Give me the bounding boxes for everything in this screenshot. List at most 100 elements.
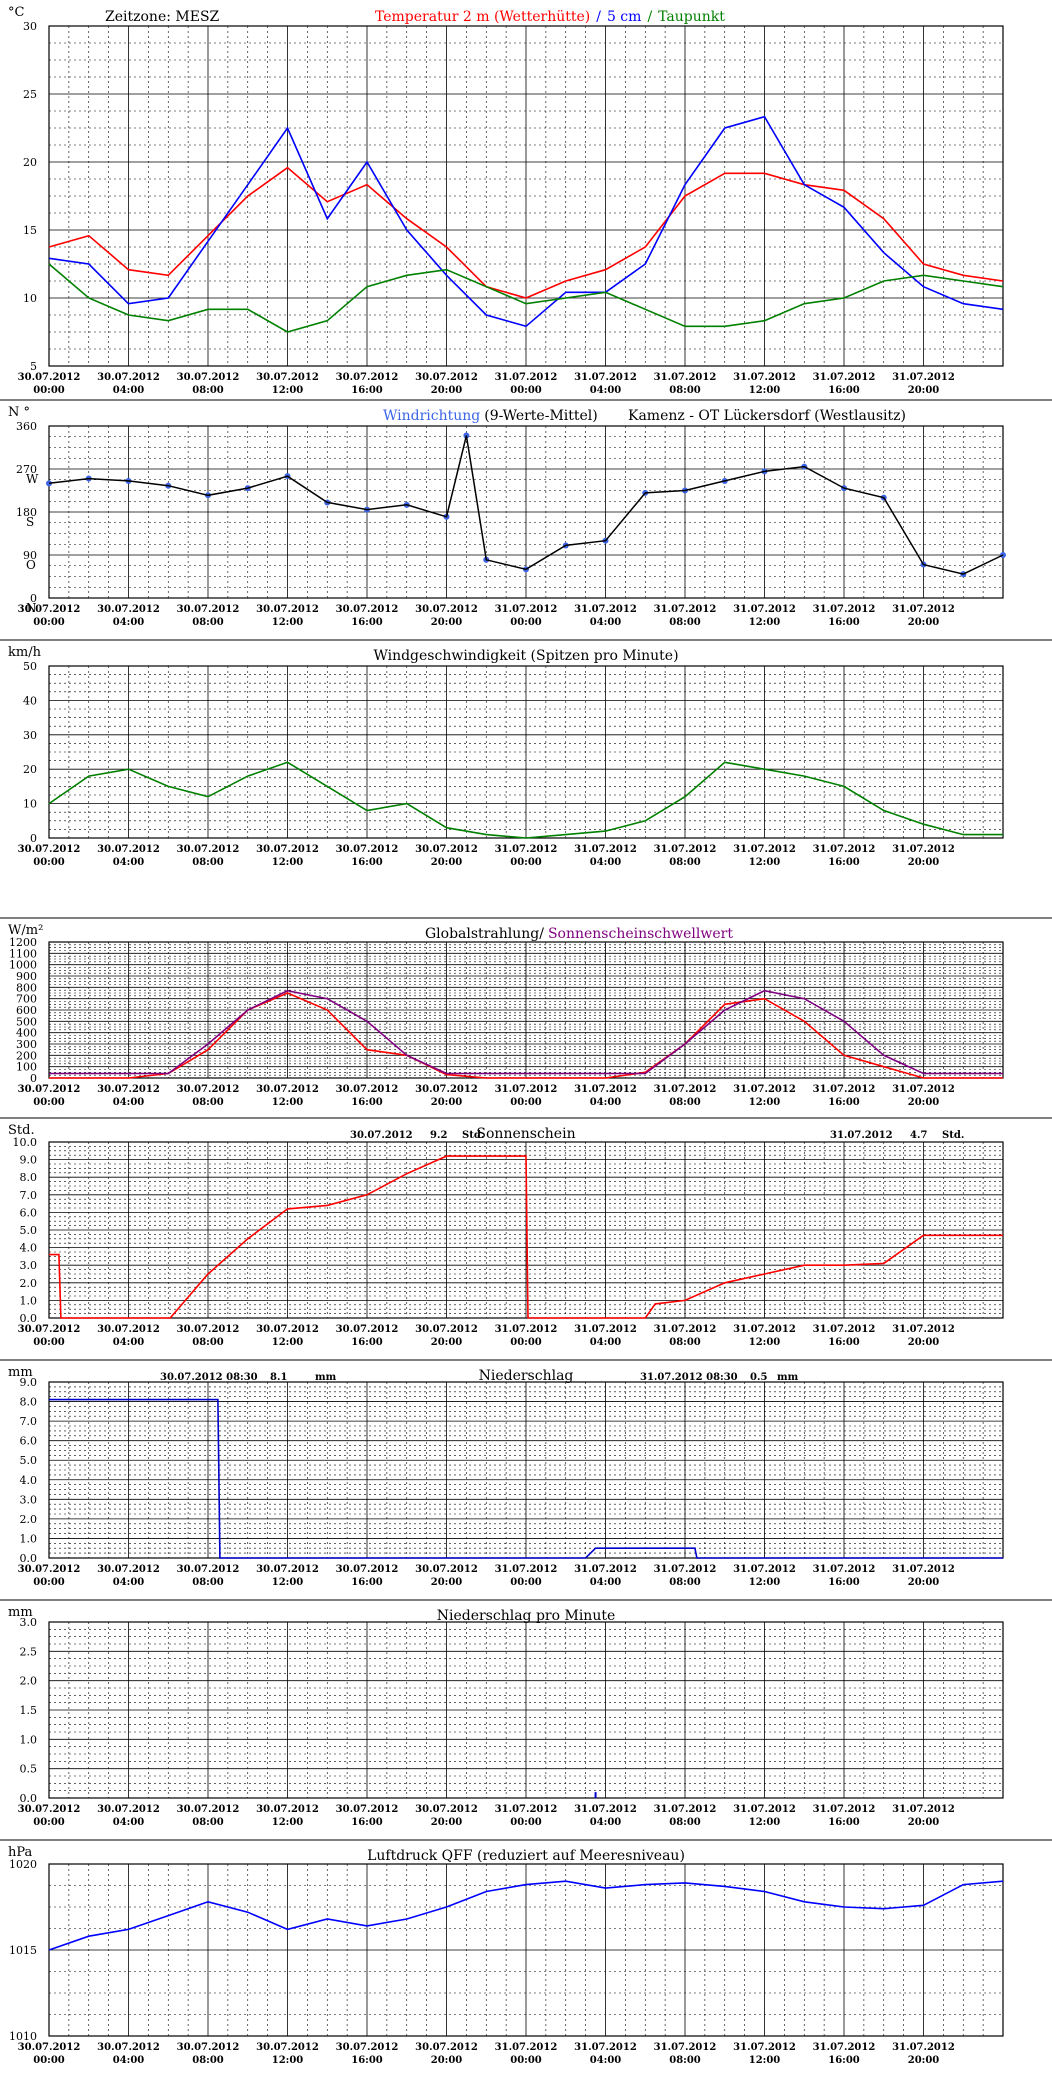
x-tick-time: 04:00 [590,1577,622,1588]
y-tick-label: 90 [23,549,37,562]
x-tick-date: 31.07.2012 [733,1804,796,1815]
x-tick-time: 04:00 [113,1097,145,1108]
y-tick-label: 10 [23,798,37,811]
x-tick-date: 31.07.2012 [733,1324,796,1335]
x-tick-time: 16:00 [351,1097,383,1108]
x-tick-date: 31.07.2012 [733,604,796,615]
chart-title-part: Sonnenscheinschwellwert [548,926,733,942]
x-tick-time: 12:00 [272,857,304,868]
x-tick-date: 31.07.2012 [654,1084,717,1095]
y-tick-label: 20 [23,156,37,169]
x-tick-time: 04:00 [590,385,622,396]
series-line [48,1880,1004,1951]
note-unit: mm [777,1372,799,1383]
x-tick-time: 08:00 [192,1577,224,1588]
y-tick-label: 4.0 [20,1474,38,1487]
x-tick-date: 31.07.2012 [495,2042,558,2053]
x-tick-date: 31.07.2012 [813,1084,876,1095]
x-tick-time: 00:00 [510,2055,542,2066]
x-tick-date: 31.07.2012 [654,1564,717,1575]
x-tick-time: 16:00 [828,617,860,628]
y-tick-label: 4.0 [20,1242,38,1255]
note-value: 4.7 [910,1130,927,1141]
y-tick-label: 180 [16,506,37,519]
chart-title: Luftdruck QFF (reduziert auf Meeresnivea… [367,1848,685,1864]
x-tick-time: 16:00 [828,2055,860,2066]
x-tick-date: 31.07.2012 [574,1324,637,1335]
x-tick-date: 30.07.2012 [18,1324,81,1335]
x-tick-time: 08:00 [669,1817,701,1828]
x-tick-date: 30.07.2012 [256,604,319,615]
y-tick-label: 8.0 [20,1171,38,1184]
y-tick-label: 400 [16,1027,37,1040]
x-tick-date: 30.07.2012 [97,1324,160,1335]
x-tick-date: 31.07.2012 [892,1564,955,1575]
x-tick-time: 08:00 [669,1577,701,1588]
x-tick-date: 31.07.2012 [892,372,955,383]
x-tick-date: 30.07.2012 [256,1564,319,1575]
x-tick-time: 08:00 [669,1337,701,1348]
x-tick-date: 30.07.2012 [97,1084,160,1095]
y-tick-label: 0 [30,1072,37,1085]
y-tick-label: 5.0 [20,1454,38,1467]
y-tick-label: 5.0 [20,1224,38,1237]
x-tick-date: 30.07.2012 [97,1804,160,1815]
x-tick-date: 31.07.2012 [495,1804,558,1815]
x-tick-date: 30.07.2012 [336,844,399,855]
y-tick-label: 300 [16,1038,37,1051]
x-tick-date: 31.07.2012 [654,1324,717,1335]
x-tick-time: 12:00 [749,385,781,396]
x-tick-date: 31.07.2012 [574,1084,637,1095]
x-tick-time: 20:00 [908,2055,940,2066]
x-tick-time: 16:00 [351,617,383,628]
x-tick-date: 30.07.2012 [177,2042,240,2053]
x-tick-time: 12:00 [272,1817,304,1828]
plot-frame [48,1621,1004,1799]
y-tick-label: 1100 [9,947,37,960]
y-tick-label: 7.0 [20,1189,38,1202]
y-tick-label: 9.0 [20,1376,38,1389]
x-tick-date: 31.07.2012 [733,844,796,855]
x-tick-date: 31.07.2012 [574,2042,637,2053]
x-tick-date: 30.07.2012 [415,1324,478,1335]
unit-label: W/m² [8,923,43,938]
x-tick-date: 30.07.2012 [256,372,319,383]
x-tick-date: 30.07.2012 [415,1564,478,1575]
x-tick-date: 31.07.2012 [574,1564,637,1575]
x-tick-date: 31.07.2012 [733,1564,796,1575]
x-tick-time: 00:00 [33,1097,65,1108]
x-tick-date: 31.07.2012 [813,1804,876,1815]
x-tick-date: 31.07.2012 [892,844,955,855]
x-tick-time: 12:00 [749,1817,781,1828]
x-tick-time: 08:00 [192,857,224,868]
y-tick-label: 2.0 [20,1675,38,1688]
x-tick-time: 00:00 [33,857,65,868]
wind-direction-line [48,435,1004,575]
y-tick-label: 0 [30,832,37,845]
x-tick-time: 00:00 [510,857,542,868]
x-tick-date: 30.07.2012 [18,2042,81,2053]
x-tick-date: 31.07.2012 [892,1804,955,1815]
x-tick-date: 31.07.2012 [574,372,637,383]
x-tick-time: 08:00 [669,1097,701,1108]
x-tick-date: 30.07.2012 [336,1804,399,1815]
y-tick-label: 2.0 [20,1277,38,1290]
x-tick-time: 12:00 [749,1337,781,1348]
y-tick-label: 30 [23,729,37,742]
compass-label: O [26,558,36,572]
y-tick-label: 9.0 [20,1154,38,1167]
x-tick-time: 16:00 [351,385,383,396]
y-tick-label: 3.0 [20,1493,38,1506]
x-tick-date: 31.07.2012 [892,1324,955,1335]
x-tick-date: 31.07.2012 [813,844,876,855]
compass-label: S [26,515,34,529]
x-tick-time: 20:00 [431,1337,463,1348]
x-tick-date: 30.07.2012 [415,604,478,615]
chart-title-part: 5 cm [607,9,641,25]
x-tick-date: 31.07.2012 [495,604,558,615]
y-tick-label: 800 [16,981,37,994]
x-tick-date: 30.07.2012 [415,372,478,383]
x-tick-date: 30.07.2012 [256,1804,319,1815]
y-tick-label: 1.0 [20,1532,38,1545]
